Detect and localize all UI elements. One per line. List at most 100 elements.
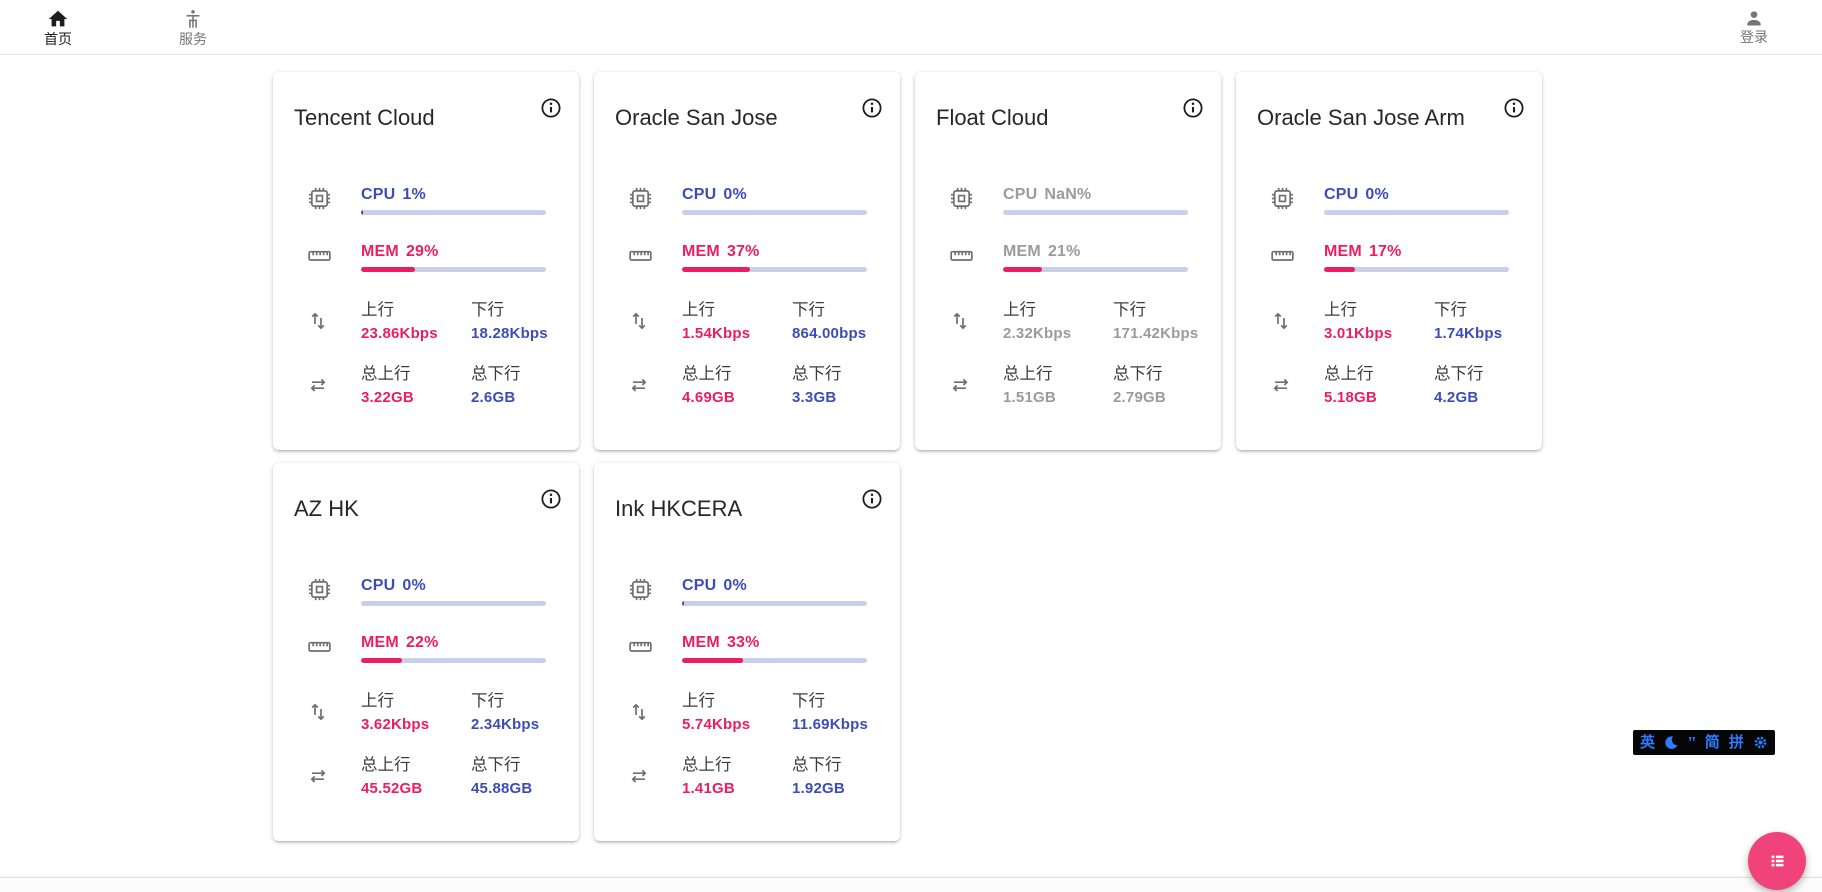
speed-row: 上行 3.62Kbps 下行 2.34Kbps	[273, 690, 579, 735]
total-upload: 总上行 1.41GB	[682, 754, 792, 799]
total-upload-value: 4.69GB	[682, 389, 735, 406]
server-name: AZ HK	[294, 496, 359, 521]
mem-row: MEM 21%	[915, 241, 1221, 272]
cpu-row: CPU 0%	[273, 575, 579, 606]
swap-vert-icon	[1269, 309, 1296, 333]
swap-vert-icon	[306, 309, 333, 333]
total-download-label: 总下行	[471, 365, 521, 383]
download-label: 下行	[792, 692, 825, 710]
moon-icon[interactable]	[1664, 735, 1679, 750]
card-stats: CPU 0% MEM 33%	[594, 575, 900, 799]
cpu-bar	[361, 601, 546, 606]
total-download: 总下行 2.6GB	[471, 363, 581, 408]
cpu-label: CPU NaN%	[1003, 186, 1092, 203]
total-row: 总上行 3.22GB 总下行 2.6GB	[273, 363, 579, 408]
card-stats: CPU 0% MEM 17%	[1236, 184, 1542, 408]
ime-pinyin-indicator[interactable]: 拼	[1728, 734, 1744, 751]
speed-cols: 上行 5.74Kbps 下行 11.69Kbps	[682, 690, 902, 735]
mem-bar-fill	[361, 658, 402, 663]
mem-meter: MEM 22%	[361, 632, 546, 663]
server-list-fab[interactable]	[1748, 832, 1806, 890]
info-icon[interactable]	[860, 487, 884, 511]
upload-value: 3.62Kbps	[361, 716, 430, 733]
card-stats: CPU 0% MEM 37%	[594, 184, 900, 408]
card-header: Ink HKCERA	[594, 487, 900, 525]
swap-horiz-icon	[627, 764, 654, 788]
card-stats: CPU 0% MEM 22%	[273, 575, 579, 799]
mem-label: MEM 22%	[361, 634, 439, 651]
total-download-label: 总下行	[1113, 365, 1163, 383]
server-name: Tencent Cloud	[294, 105, 435, 130]
card-header: AZ HK	[273, 487, 579, 525]
total-download: 总下行 45.88GB	[471, 754, 581, 799]
mem-bar	[682, 267, 867, 272]
total-cols: 总上行 3.22GB 总下行 2.6GB	[361, 363, 581, 408]
memory-ruler-icon	[627, 242, 654, 269]
total-upload: 总上行 4.69GB	[682, 363, 792, 408]
upload-label: 上行	[1324, 301, 1357, 319]
download-label: 下行	[792, 301, 825, 319]
server-card: AZ HK C	[273, 463, 579, 841]
cpu-meter: CPU 0%	[682, 575, 867, 606]
server-name: Float Cloud	[936, 105, 1049, 130]
upload-value: 1.54Kbps	[682, 325, 751, 342]
total-download-value: 2.6GB	[471, 389, 516, 406]
card-header: Oracle San Jose	[594, 96, 900, 134]
gear-icon[interactable]	[1753, 735, 1768, 750]
mem-label: MEM 33%	[682, 634, 760, 651]
total-upload-label: 总上行	[1003, 365, 1053, 383]
total-download: 总下行 2.79GB	[1113, 363, 1223, 408]
cpu-bar	[682, 601, 867, 606]
info-icon[interactable]	[1502, 96, 1526, 120]
cpu-row: CPU NaN%	[915, 184, 1221, 215]
download-speed: 下行 11.69Kbps	[792, 690, 902, 735]
swap-vert-icon	[948, 309, 975, 333]
info-icon[interactable]	[539, 96, 563, 120]
download-label: 下行	[471, 692, 504, 710]
nav-item-login[interactable]: 登录	[1724, 4, 1784, 47]
nav-home-label: 首页	[44, 30, 72, 47]
info-icon[interactable]	[860, 96, 884, 120]
swap-horiz-icon	[627, 373, 654, 397]
speed-cols: 上行 23.86Kbps 下行 18.28Kbps	[361, 299, 581, 344]
cpu-bar-fill	[682, 601, 684, 606]
total-download-label: 总下行	[792, 365, 842, 383]
info-icon[interactable]	[1181, 96, 1205, 120]
ime-punctuation-toggle[interactable]: ’’	[1688, 734, 1696, 751]
mem-bar-fill	[361, 267, 415, 272]
cpu-chip-icon	[306, 185, 333, 212]
download-speed: 下行 18.28Kbps	[471, 299, 581, 344]
nav-services-label: 服务	[179, 30, 207, 47]
download-value: 864.00bps	[792, 325, 867, 342]
ime-simplified-toggle[interactable]: 简	[1704, 734, 1720, 751]
speed-row: 上行 2.32Kbps 下行 171.42Kbps	[915, 299, 1221, 344]
memory-ruler-icon	[306, 242, 333, 269]
cpu-meter: CPU NaN%	[1003, 184, 1188, 215]
upload-speed: 上行 1.54Kbps	[682, 299, 792, 344]
view-list-icon	[1764, 848, 1790, 874]
download-value: 171.42Kbps	[1113, 325, 1199, 342]
mem-label: MEM 21%	[1003, 243, 1081, 260]
cpu-row: CPU 0%	[594, 575, 900, 606]
mem-label: MEM 37%	[682, 243, 760, 260]
home-icon	[47, 6, 69, 30]
total-row: 总上行 1.51GB 总下行 2.79GB	[915, 363, 1221, 408]
download-speed: 下行 1.74Kbps	[1434, 299, 1544, 344]
ime-language-toggle[interactable]: 英	[1640, 734, 1656, 751]
total-row: 总上行 45.52GB 总下行 45.88GB	[273, 754, 579, 799]
nav-item-home[interactable]: 首页	[28, 6, 88, 49]
total-download-label: 总下行	[792, 756, 842, 774]
card-header: Tencent Cloud	[273, 96, 579, 134]
server-card: Ink HKCERA	[594, 463, 900, 841]
mem-label: MEM 29%	[361, 243, 439, 260]
cpu-meter: CPU 0%	[682, 184, 867, 215]
total-upload-value: 5.18GB	[1324, 389, 1377, 406]
info-icon[interactable]	[539, 487, 563, 511]
server-name: Ink HKCERA	[615, 496, 743, 521]
mem-meter: MEM 37%	[682, 241, 867, 272]
total-upload-value: 45.52GB	[361, 780, 423, 797]
total-download-value: 45.88GB	[471, 780, 533, 797]
nav-item-services[interactable]: 服务	[163, 6, 223, 49]
upload-speed: 上行 3.62Kbps	[361, 690, 471, 735]
total-upload-label: 总上行	[361, 756, 411, 774]
